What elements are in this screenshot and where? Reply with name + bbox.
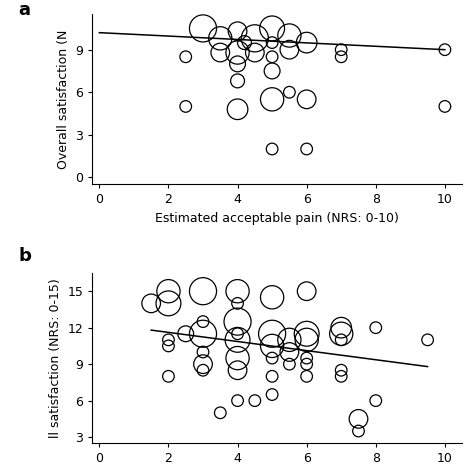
Point [303,145,310,153]
Point [164,342,172,350]
Point [355,427,362,435]
Point [268,25,276,32]
Point [199,287,207,295]
Point [234,397,241,404]
Point [164,373,172,380]
Point [234,106,241,113]
Point [337,53,345,61]
Point [217,35,224,42]
Point [182,53,190,61]
Point [234,60,241,68]
Point [286,46,293,54]
Point [286,348,293,356]
Point [424,336,431,344]
Point [199,366,207,374]
Point [182,103,190,110]
Point [286,336,293,344]
Point [268,96,276,103]
Point [268,373,276,380]
Point [268,391,276,398]
Point [337,366,345,374]
Point [355,415,362,423]
Point [268,145,276,153]
Point [234,366,241,374]
Point [303,336,310,344]
Point [337,336,345,344]
Point [199,360,207,368]
Y-axis label: ll satisfaction (NRS: 0-15): ll satisfaction (NRS: 0-15) [49,278,62,438]
Point [303,287,310,295]
Point [199,25,207,32]
Point [199,318,207,325]
Point [337,46,345,54]
Point [441,46,449,54]
Point [303,373,310,380]
X-axis label: Estimated acceptable pain (NRS: 0-10): Estimated acceptable pain (NRS: 0-10) [155,212,399,225]
Point [199,330,207,337]
Point [234,27,241,35]
Point [234,49,241,56]
Point [268,67,276,75]
Point [234,354,241,362]
Point [251,49,259,56]
Point [234,77,241,85]
Point [147,300,155,307]
Point [164,287,172,295]
Point [268,293,276,301]
Point [337,324,345,331]
Text: a: a [18,0,30,18]
Point [234,336,241,344]
Point [372,324,380,331]
Point [303,360,310,368]
Point [286,89,293,96]
Point [234,330,241,337]
Point [164,336,172,344]
Point [337,373,345,380]
Point [234,300,241,307]
Point [268,53,276,61]
Point [337,330,345,337]
Point [286,32,293,39]
Point [164,300,172,307]
Point [303,330,310,337]
Point [199,348,207,356]
Point [234,318,241,325]
Point [268,330,276,337]
Point [217,409,224,417]
Point [268,39,276,46]
Point [251,35,259,42]
Point [303,39,310,46]
Text: b: b [18,247,31,265]
Point [441,103,449,110]
Point [182,330,190,337]
Point [286,360,293,368]
Point [372,397,380,404]
Point [303,96,310,103]
Point [268,354,276,362]
Point [234,287,241,295]
Point [217,49,224,56]
Point [241,39,248,46]
Point [251,397,259,404]
Point [268,342,276,350]
Point [303,354,310,362]
Y-axis label: Overall satisfaction (N: Overall satisfaction (N [57,30,70,169]
